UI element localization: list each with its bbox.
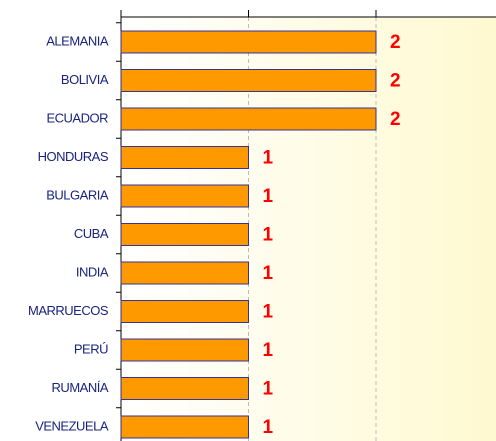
bar <box>120 415 249 439</box>
bar <box>120 223 249 246</box>
value-label: 1 <box>263 263 274 284</box>
y-tick-label: BULGARIA <box>46 187 109 202</box>
value-label: 2 <box>390 109 401 130</box>
bar <box>120 338 249 362</box>
y-tick-label: PERÚ <box>74 341 108 356</box>
bar <box>120 69 377 92</box>
y-tick-label: ECUADOR <box>46 110 108 125</box>
y-tick-label: CUBA <box>74 226 109 241</box>
y-tick-label: VENEZUELA <box>35 418 109 433</box>
value-label: 1 <box>263 186 274 207</box>
value-label: 2 <box>390 32 401 53</box>
y-tick-label: ALEMANIA <box>46 33 109 48</box>
bar <box>120 261 249 285</box>
y-tick-label: RUMANÍA <box>52 380 109 395</box>
bar <box>120 184 249 208</box>
value-label: 2 <box>390 71 401 92</box>
value-label: 1 <box>263 302 274 323</box>
y-tick-label: BOLIVIA <box>61 72 109 87</box>
bar <box>120 300 249 323</box>
value-label: 1 <box>263 340 274 361</box>
y-tick-label: HONDURAS <box>38 149 109 164</box>
bar <box>120 30 377 54</box>
value-label: 1 <box>263 148 274 169</box>
bar <box>120 107 377 131</box>
y-tick-label: MARRUECOS <box>28 303 109 318</box>
value-label: 1 <box>263 417 274 438</box>
bar <box>120 146 249 169</box>
value-label: 1 <box>263 225 274 246</box>
value-label: 1 <box>263 379 274 400</box>
y-tick-label: INDIA <box>76 264 109 279</box>
bar <box>120 377 249 400</box>
